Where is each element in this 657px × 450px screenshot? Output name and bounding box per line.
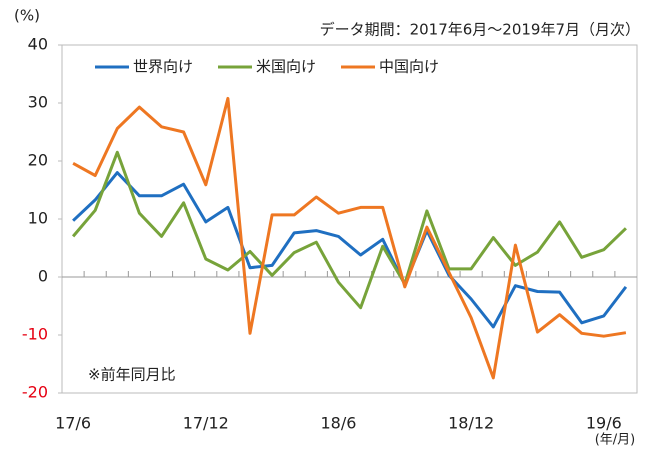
x-tick-label: 17/12 — [183, 414, 229, 433]
x-unit: (年/月) — [595, 433, 636, 448]
x-tick-label: 18/12 — [448, 414, 494, 433]
series-line — [71, 150, 627, 310]
series-line — [72, 171, 628, 329]
x-tick-label: 17/6 — [55, 414, 91, 433]
y-tick-label: 10 — [28, 209, 48, 228]
legend-label: 米国向け — [256, 58, 316, 76]
y-tick-label: 20 — [28, 151, 48, 170]
series-line — [72, 96, 627, 380]
legend-label: 中国向け — [379, 58, 439, 76]
y-unit: (%) — [14, 7, 40, 25]
y-tick-label: -10 — [22, 325, 48, 344]
plot-frame — [61, 44, 638, 394]
x-tick-label: 18/6 — [320, 414, 356, 433]
note: ※前年同月比 — [88, 366, 176, 384]
legend-label: 世界向け — [133, 58, 193, 76]
y-tick-label: 0 — [38, 267, 48, 286]
x-tick-label: 19/6 — [586, 414, 622, 433]
y-tick-label: 40 — [28, 35, 48, 54]
chart-subtitle: データ期間：2017年6月～2019年7月（月次） — [320, 21, 640, 39]
y-tick-label: -20 — [22, 383, 48, 402]
y-tick-label: 30 — [28, 93, 48, 112]
